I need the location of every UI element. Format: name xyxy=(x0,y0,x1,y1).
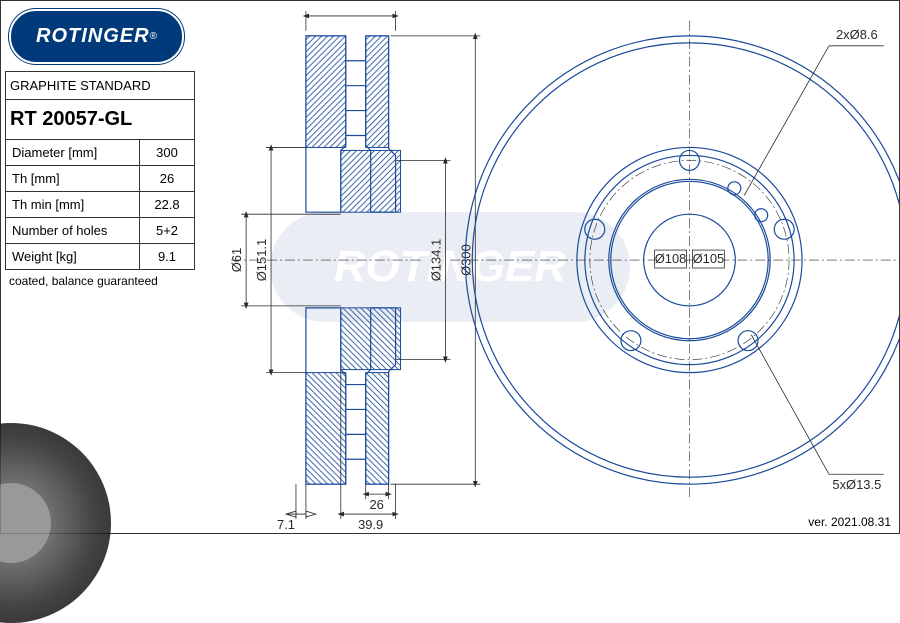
table-row: Th [mm]26 xyxy=(6,166,195,192)
spec-title: GRAPHITE STANDARD xyxy=(5,71,195,99)
technical-drawing: Ø300 Ø134.1 Ø151.1 Ø61 xyxy=(201,1,899,533)
table-row: Diameter [mm]300 xyxy=(6,140,195,166)
table-row: Weight [kg]9.1 xyxy=(6,244,195,270)
spec-label: Number of holes xyxy=(6,218,140,244)
spec-label: Th [mm] xyxy=(6,166,140,192)
spec-value: 9.1 xyxy=(140,244,195,270)
front-view: Ø108 Ø105 2xØ8.6 5xØ13.5 xyxy=(450,21,899,499)
dim-61: Ø61 xyxy=(229,248,244,272)
dim-39-9: 39.9 xyxy=(358,517,383,532)
spec-value: 300 xyxy=(140,140,195,166)
dim-134: Ø134.1 xyxy=(428,239,443,281)
brand-logo: ROTINGER ® xyxy=(9,9,184,64)
dim-108: Ø108 xyxy=(655,251,687,266)
table-row: Th min [mm]22.8 xyxy=(6,192,195,218)
spec-value: 5+2 xyxy=(140,218,195,244)
brand-text: ROTINGER xyxy=(36,25,150,48)
table-row: Number of holes5+2 xyxy=(6,218,195,244)
product-photo xyxy=(0,423,111,623)
page-container: ROTINGER ROTINGER ® GRAPHITE STANDARD RT… xyxy=(0,0,900,534)
version-label: ver. 2021.08.31 xyxy=(808,515,891,529)
spec-label: Weight [kg] xyxy=(6,244,140,270)
pin-holes xyxy=(728,182,768,222)
side-view: Ø300 Ø134.1 Ø151.1 Ø61 xyxy=(229,11,480,532)
dim-7-1: 7.1 xyxy=(277,517,295,532)
spec-value: 26 xyxy=(140,166,195,192)
dim-26: 26 xyxy=(369,497,383,512)
registered-mark: ® xyxy=(150,31,157,42)
spec-label: Diameter [mm] xyxy=(6,140,140,166)
spec-value: 22.8 xyxy=(140,192,195,218)
dim-105: Ø105 xyxy=(693,251,725,266)
spec-note: coated, balance guaranteed xyxy=(5,270,195,292)
spec-label: Th min [mm] xyxy=(6,192,140,218)
spec-table: Diameter [mm]300 Th [mm]26 Th min [mm]22… xyxy=(5,139,195,270)
dim-151: Ø151.1 xyxy=(254,239,269,281)
spec-panel: GRAPHITE STANDARD RT 20057-GL Diameter [… xyxy=(5,71,195,292)
part-number: RT 20057-GL xyxy=(5,99,195,140)
dim-bolt-holes: 5xØ13.5 xyxy=(832,477,881,492)
dim-pin-holes: 2xØ8.6 xyxy=(836,27,878,42)
